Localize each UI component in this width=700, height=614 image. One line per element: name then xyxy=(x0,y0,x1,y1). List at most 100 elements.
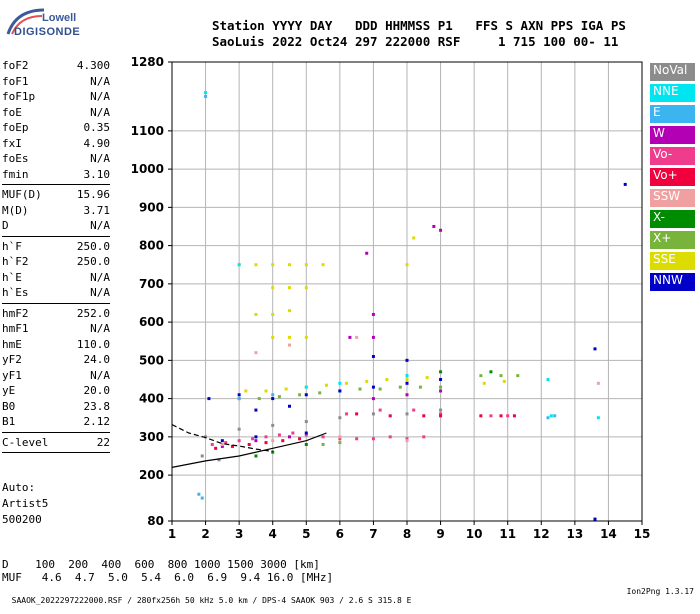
param-value: 110.0 xyxy=(76,337,110,351)
data-point-sse xyxy=(288,286,291,290)
param-name: h`F2 xyxy=(2,255,29,268)
separator xyxy=(2,302,110,304)
data-point-nnw xyxy=(593,517,597,521)
data-point-noval xyxy=(405,412,409,416)
param-value: N/A xyxy=(90,152,110,165)
parameter-panel: foF2 4.300 foF1 N/A foF1p N/A foE N/A foEp 0.35 fx… xyxy=(2,58,110,455)
legend-item: NoVal xyxy=(650,63,695,81)
data-point-x xyxy=(271,450,275,454)
data-point-e xyxy=(271,393,275,397)
y-tick-label: 200 xyxy=(139,468,164,482)
data-point-e xyxy=(197,492,201,496)
data-point-sse xyxy=(385,377,389,381)
muf-row: MUF 4.6 4.7 5.0 5.4 6.0 6.9 9.4 16.0 [MH… xyxy=(2,571,334,584)
data-point-x xyxy=(304,443,308,446)
data-point-w xyxy=(439,389,443,393)
data-point-vo xyxy=(345,412,349,416)
data-point-noval xyxy=(237,427,241,431)
param-value: 250.0 xyxy=(76,239,110,253)
data-point-vo xyxy=(422,414,426,418)
param-value: 250.0 xyxy=(76,255,110,268)
data-point-nne xyxy=(304,385,308,389)
y-tick-label: 400 xyxy=(139,392,164,406)
param-value: N/A xyxy=(90,219,110,232)
param-name: foEp xyxy=(2,121,29,134)
data-point-vo xyxy=(439,412,443,416)
data-point-x xyxy=(418,385,422,389)
y-tick-label: 1280 xyxy=(131,55,164,69)
data-point-ssw xyxy=(271,439,275,443)
data-point-sse xyxy=(288,335,291,339)
legend-item: NNW xyxy=(650,273,695,291)
data-point-sse xyxy=(254,263,258,267)
data-point-sse xyxy=(271,335,275,339)
data-point-vo xyxy=(281,439,285,443)
data-point-vo xyxy=(388,435,392,439)
legend-item: E xyxy=(650,105,695,123)
separator xyxy=(2,431,110,433)
data-point-vo xyxy=(214,446,218,450)
x-tick-label: 9 xyxy=(436,527,444,541)
data-point-e xyxy=(553,414,557,418)
param-row: B1 2.12 xyxy=(2,414,110,430)
data-point-vo xyxy=(499,414,503,418)
trace-curve-dashed xyxy=(171,424,273,452)
param-row: yF1 N/A xyxy=(2,368,110,384)
lowell-digisonde-logo: Lowell DIGISONDE xyxy=(4,4,80,44)
data-point-ssw xyxy=(355,335,359,339)
data-point-vo xyxy=(277,433,281,437)
auto-label: Auto: xyxy=(2,481,36,494)
data-point-x xyxy=(318,391,322,395)
data-point-ssw xyxy=(338,435,342,439)
data-point-vo xyxy=(371,437,375,441)
param-value: 252.0 xyxy=(76,306,110,320)
param-value: 4.90 xyxy=(83,136,111,150)
param-name: B0 xyxy=(2,399,16,413)
param-name: D xyxy=(2,219,9,232)
separator xyxy=(2,184,110,185)
data-point-nnw xyxy=(207,397,211,401)
x-tick-label: 8 xyxy=(403,527,411,541)
param-row: yF2 24.0 xyxy=(2,352,110,368)
param-row: foEp 0.35 xyxy=(2,120,110,136)
data-point-nnw xyxy=(405,381,409,385)
param-name: h`E xyxy=(2,270,22,284)
x-tick-label: 7 xyxy=(369,527,377,541)
data-point-x xyxy=(479,374,483,378)
param-value: 22 xyxy=(96,435,110,449)
param-row: hmF1 N/A xyxy=(2,321,110,337)
data-point-sse xyxy=(412,236,416,240)
data-point-x xyxy=(499,374,503,378)
data-point-sse xyxy=(271,312,275,316)
param-row: foF1p N/A xyxy=(2,89,110,105)
data-point-sse xyxy=(304,286,308,290)
data-point-nnw xyxy=(254,435,258,439)
param-row: C-level 22 xyxy=(2,435,110,451)
distance-row: D 100 200 400 600 800 1000 1500 3000 [km… xyxy=(2,558,320,571)
param-value: 4.300 xyxy=(76,59,110,72)
data-point-sse xyxy=(304,335,308,339)
data-point-sse xyxy=(288,309,291,313)
param-group-confidence: C-level 22 xyxy=(2,435,110,451)
x-tick-label: 6 xyxy=(336,527,344,541)
data-point-w xyxy=(220,444,224,448)
data-point-nne xyxy=(204,91,208,95)
data-point-e xyxy=(204,94,208,98)
param-group-frequencies: foF2 4.300 foF1 N/A foF1p N/A foE N/A foEp 0.35 fx… xyxy=(2,58,110,182)
param-value: 24.0 xyxy=(83,353,111,366)
data-point-w xyxy=(439,228,443,232)
file-footer: SAAOK_2022297222000.RSF / 280fx256h 50 k… xyxy=(2,587,698,614)
data-point-ssw xyxy=(254,351,258,355)
data-point-vo xyxy=(355,412,359,416)
ionogram-plot: 1 2 3 4 5 6 7 8 9 10 11 12 13 14 158020030040050060070… xyxy=(131,55,651,541)
data-point-w xyxy=(432,224,436,228)
param-value: 2.12 xyxy=(83,415,111,428)
param-name: foE xyxy=(2,105,22,119)
x-tick-label: 1 xyxy=(168,527,176,541)
legend-item: Vo+ xyxy=(650,168,695,186)
data-point-vo xyxy=(247,443,251,446)
data-point-vo xyxy=(355,437,359,441)
data-point-vo xyxy=(230,444,234,448)
data-point-x xyxy=(378,387,382,391)
legend-item: W xyxy=(650,126,695,144)
